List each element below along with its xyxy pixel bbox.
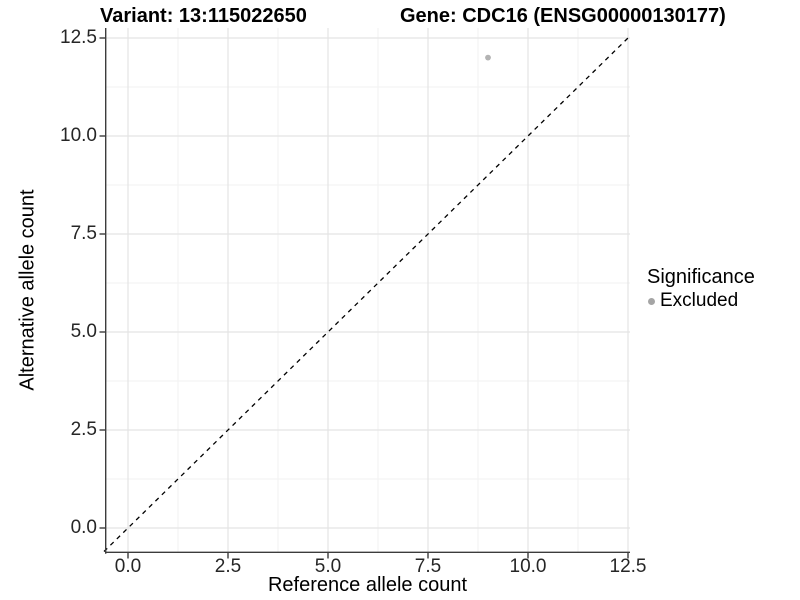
plot-panel: [99, 28, 630, 559]
y-tick-label: 5.0: [70, 321, 97, 342]
plot-title-variant: Variant: 13:115022650: [100, 5, 307, 27]
legend: Significance Excluded: [645, 266, 755, 312]
y-tick-label: 12.5: [60, 27, 97, 48]
y-axis-title: Alternative allele count: [16, 189, 39, 391]
x-tick-label: 2.5: [214, 556, 242, 577]
x-tick-label: 5.0: [314, 556, 342, 577]
legend-item-label: Excluded: [660, 290, 739, 311]
legend-point-icon: [648, 297, 655, 305]
y-tick-label: 10.0: [60, 125, 97, 146]
y-tick-label: 0.0: [70, 517, 97, 538]
y-tick-label: 2.5: [70, 419, 97, 440]
legend-item-excluded: Excluded: [645, 290, 755, 312]
identity-line: [103, 35, 630, 552]
x-axis-title: Reference allele count: [267, 574, 467, 596]
plot-title-gene: Gene: CDC16 (ENSG00000130177): [400, 5, 726, 27]
x-tick-label: 12.5: [609, 556, 647, 577]
x-tick-label: 0.0: [114, 556, 142, 577]
legend-title: Significance: [647, 266, 755, 288]
y-tick-label: 7.5: [70, 223, 97, 244]
data-point: [485, 54, 491, 61]
x-tick-label: 7.5: [414, 556, 442, 577]
x-tick-label: 10.0: [509, 556, 547, 577]
